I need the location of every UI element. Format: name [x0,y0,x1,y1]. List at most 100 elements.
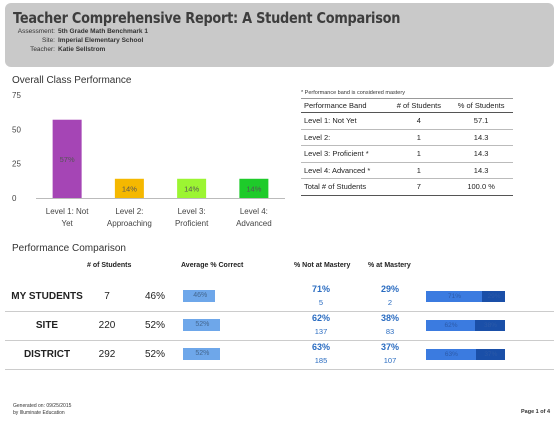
average-bar: 52% [183,319,268,331]
mastery-percent: 38% [380,313,399,323]
table-row: SITE 220 52% 52% 62% 137 38% 83 62% 38% [5,312,554,341]
bar-data-label: 57% [60,155,75,164]
bar [52,119,82,198]
not-mastery-percent: 71% [311,284,330,294]
generated-by: by Illuminate Education [13,410,65,416]
mastery-count: 83 [385,327,395,336]
report-header: Teacher Comprehensive Report: A Student … [5,3,554,67]
percent-cell: 57.1 [449,112,513,130]
percent-cell: 100.0 % [449,178,513,196]
band-cell: Level 2: [301,129,389,146]
not-mastery-segment-label: 71% [448,293,462,300]
assessment-label: Assessment: [17,28,55,35]
band-cell: Level 3: Proficient * [301,145,389,163]
footer-generated: Generated on: 09/25/2015 by Illuminate E… [13,403,71,417]
percent-cell: 14.3 [449,129,513,146]
band-header-students: # of Students [388,98,450,113]
mastery-note: * Performance band is considered mastery [301,90,405,96]
not-mastery-percent: 62% [311,313,330,323]
table-row: Level 3: Proficient * 1 14.3 [301,145,513,163]
x-tick-label: Level 4: [240,207,268,216]
table-row: Level 2: 1 14.3 [301,129,513,146]
bar [239,178,269,198]
not-mastery-segment-label: 62% [444,322,458,329]
x-tick-label: Level 3: [178,207,206,216]
mastery-percent: 37% [380,342,399,352]
band-header-percent: % of Students [449,98,513,113]
y-tick-label: 75 [12,91,21,100]
band-header-band: Performance Band [301,98,389,113]
site-label: Site: [41,37,55,44]
assessment-value: 5th Grade Math Benchmark 1 [58,28,148,35]
x-tick-label: Level 1: Not [46,207,89,216]
row-name: MY STUDENTS [11,291,83,302]
site-line: Site: Imperial Elementary School [13,37,143,44]
teacher-value: Katie Sellstrom [58,46,106,53]
not-mastery-segment [426,349,476,360]
row-average: 52% [144,349,165,360]
row-average: 52% [144,320,165,331]
x-tick-label: Advanced [236,219,272,228]
mastery-percent: 29% [380,284,399,294]
x-tick-label: Yet [61,219,73,228]
average-bar-fill [183,319,220,331]
table-row: MY STUDENTS 7 46% 46% 71% 5 29% 2 71% 29% [5,283,554,312]
mastery-segment [475,349,505,360]
y-tick-label: 50 [12,125,21,134]
percent-cell: 14.3 [449,145,513,163]
row-students: 292 [98,349,116,360]
y-tick-label: 25 [12,160,21,169]
average-bar: 52% [183,348,268,360]
col-header-average: Average % Correct [181,262,244,269]
students-cell: 1 [388,129,450,146]
mastery-segment-label: 37% [484,351,498,358]
band-cell: Level 4: Advanced * [301,162,389,179]
mastery-segment-label: 29% [487,293,501,300]
col-header-mastery: % at Mastery [368,262,411,269]
row-average: 46% [144,291,165,302]
bar [114,178,144,198]
percent-cell: 14.3 [449,162,513,179]
bar-data-label: 14% [122,184,137,193]
x-tick-label: Proficient [175,219,209,228]
average-bar-label: 52% [195,321,210,328]
not-mastery-segment-label: 63% [444,351,458,358]
bar [177,178,207,198]
students-cell: 1 [388,162,450,179]
average-bar-fill [183,290,216,302]
performance-band-table: Performance Band # of Students % of Stud… [301,98,513,196]
row-students: 220 [98,320,116,331]
overall-bar-chart: 0 25 50 75 57% Level 1: Not Yet 14% Level 2: Appr… [0,88,290,238]
average-bar-label: 52% [195,350,210,357]
average-bar-fill [183,348,220,360]
mastery-count: 107 [383,356,397,365]
students-cell: 4 [388,112,450,130]
students-cell: 7 [388,178,450,196]
total-row: Total # of Students 7 100.0 % [301,178,513,196]
mastery-count: 2 [387,298,393,307]
generated-date: Generated on: 09/25/2015 [13,403,72,409]
report-title: Teacher Comprehensive Report: A Student … [13,9,401,27]
y-tick-label: 0 [12,194,17,203]
average-bar-label: 46% [193,292,208,299]
row-name: DISTRICT [23,349,71,360]
not-mastery-count: 185 [314,356,328,365]
x-tick-label: Approaching [107,219,152,228]
overall-section-title: Overall Class Performance [12,75,132,86]
teacher-line: Teacher: Katie Sellstrom [13,46,105,53]
band-cell: Total # of Students [301,178,389,196]
not-mastery-count: 137 [314,327,328,336]
teacher-label: Teacher: [30,46,55,53]
col-header-students: # of Students [87,262,132,269]
table-row: Level 1: Not Yet 4 57.1 [301,112,513,130]
mastery-segment [474,320,505,331]
comparison-section-title: Performance Comparison [12,243,126,254]
band-table-header-row: Performance Band # of Students % of Stud… [301,98,513,113]
not-mastery-count: 5 [318,298,324,307]
col-header-not-mastery: % Not at Mastery [294,262,351,269]
bar-chart-svg: 0 25 50 75 57% Level 1: Not Yet 14% Level 2: Appr… [12,91,285,228]
x-tick-label: Level 2: [115,207,143,216]
mastery-stacked-bar: 63% 37% [426,349,505,360]
not-mastery-percent: 63% [311,342,330,352]
row-students: 7 [104,291,110,302]
